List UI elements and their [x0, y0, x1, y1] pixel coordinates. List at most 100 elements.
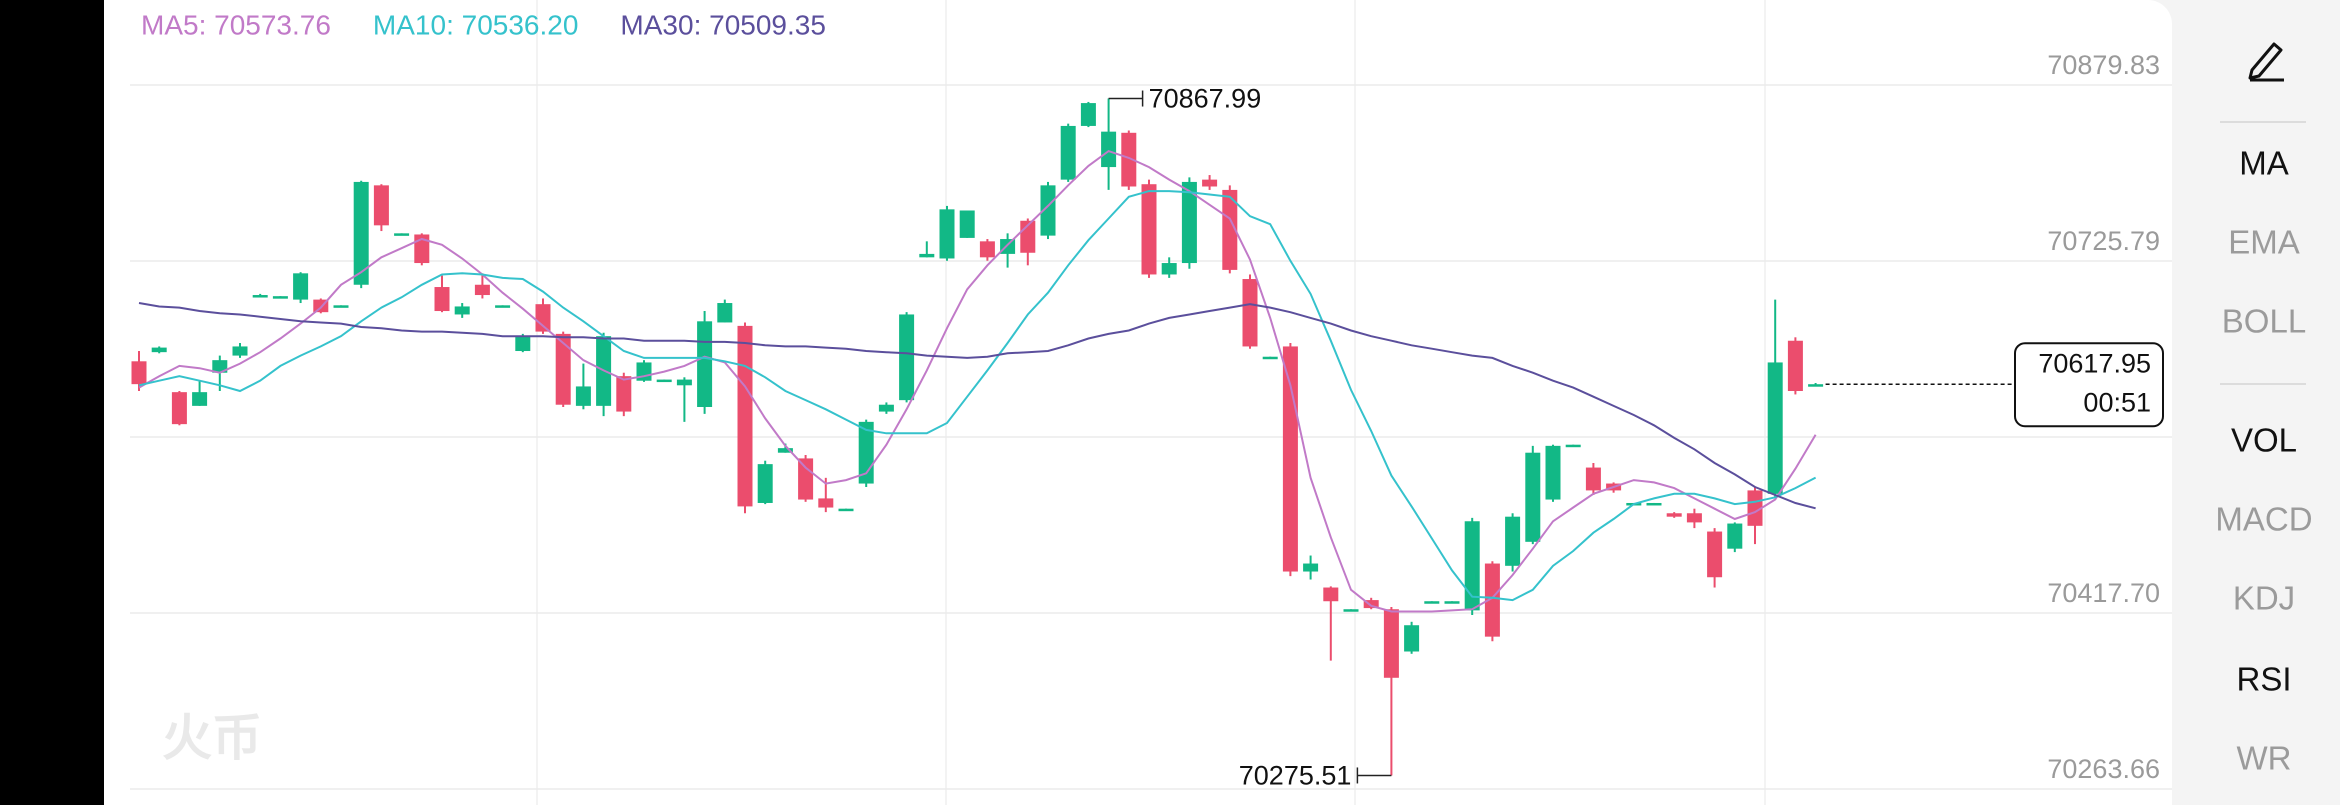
indicator-button[interactable]: MACD: [2215, 501, 2312, 538]
candle-body: [1262, 356, 1278, 360]
candle-body: [757, 464, 773, 503]
candle-body: [192, 392, 208, 406]
indicator-button[interactable]: WR: [2237, 740, 2292, 777]
candle-body: [798, 458, 814, 500]
candle-body: [474, 284, 490, 296]
candle-body: [373, 185, 389, 226]
candle-body: [293, 273, 309, 300]
candle-body: [818, 498, 834, 508]
candle-body: [272, 296, 288, 299]
candle-body: [1363, 600, 1379, 609]
candle-body: [575, 386, 591, 406]
candle-body: [1080, 103, 1096, 126]
candle-body: [919, 253, 935, 258]
candle-body: [252, 295, 268, 298]
candle-body: [1121, 132, 1137, 187]
current-price-box: [2014, 342, 2164, 428]
candle-body: [959, 210, 975, 238]
candle-body: [697, 321, 713, 408]
candle-body: [1161, 263, 1177, 275]
candle-body: [899, 314, 915, 401]
indicator-button[interactable]: MA: [2239, 145, 2289, 182]
draw-tool-icon[interactable]: [2248, 42, 2284, 82]
candle-body: [454, 306, 470, 315]
candle-body: [394, 233, 410, 236]
legend-entry: MA30: 70509.35: [620, 9, 826, 40]
candle-body: [979, 241, 995, 258]
candle-body: [737, 325, 753, 507]
max-label: 70867.99: [1149, 84, 1262, 114]
y-tick-label: 70263.66: [2047, 754, 2160, 784]
sidebar-dividers: [2220, 121, 2306, 385]
watermark: 火币: [162, 710, 262, 766]
candle-body: [838, 508, 854, 512]
candle-body: [1464, 521, 1480, 611]
candle-body: [676, 379, 692, 386]
candle-body: [333, 305, 349, 308]
candle-body: [1383, 609, 1399, 678]
indicator-button[interactable]: RSI: [2236, 661, 2291, 698]
candle-body: [1747, 490, 1763, 526]
current-price-label: 70617.95: [2038, 348, 2151, 378]
candle-body: [131, 361, 147, 385]
candle-body: [232, 346, 248, 356]
candle-body: [1000, 239, 1016, 254]
y-tick-label: 70725.79: [2047, 226, 2160, 256]
candle-body: [212, 360, 228, 373]
candle-body: [1767, 362, 1783, 494]
candle-body: [1666, 513, 1682, 517]
y-tick-label: 70879.83: [2047, 50, 2160, 80]
candle-body: [1808, 384, 1824, 387]
candle-body: [1060, 125, 1076, 180]
candle-body: [1525, 452, 1541, 542]
candle-body: [1222, 189, 1238, 270]
candle-body: [1343, 609, 1359, 612]
ma-line: [138, 149, 1817, 613]
candle-body: [1242, 279, 1258, 347]
candle-body: [1141, 184, 1157, 275]
legend-entry: MA10: 70536.20: [373, 9, 579, 40]
candle-body: [1484, 563, 1500, 637]
candle-body: [1404, 625, 1420, 652]
left-edge: [0, 0, 104, 805]
candle-body: [1323, 587, 1339, 602]
candle-body: [1040, 185, 1056, 236]
candle-body: [1646, 502, 1662, 506]
candle-body: [1202, 179, 1218, 187]
candle-body: [1101, 131, 1117, 168]
candle-body: [555, 333, 571, 405]
candle-body: [1585, 467, 1601, 491]
indicator-button[interactable]: VOL: [2231, 422, 2297, 459]
candle-body: [777, 448, 793, 453]
candle-body: [515, 336, 531, 352]
candle-body: [535, 304, 551, 332]
legend-entry: MA5: 70573.76: [141, 9, 331, 40]
candle-body: [1424, 601, 1440, 604]
candle-body: [1686, 513, 1702, 523]
candle-body: [1545, 445, 1561, 500]
indicator-button[interactable]: BOLL: [2222, 303, 2306, 340]
candle-body: [616, 376, 632, 412]
candle-body: [353, 181, 369, 285]
candle-body: [939, 209, 955, 259]
indicator-button[interactable]: EMA: [2228, 224, 2300, 261]
pencil[interactable]: [2248, 42, 2283, 80]
candle-body: [495, 305, 511, 308]
candle-body: [1505, 516, 1521, 566]
candle-body: [171, 392, 187, 425]
countdown-label: 00:51: [2083, 387, 2151, 417]
indicator-button[interactable]: KDJ: [2233, 580, 2295, 617]
ma-line: [138, 190, 1817, 602]
y-tick-label: 70417.70: [2047, 578, 2160, 608]
candle-body: [1707, 531, 1723, 578]
candle-body: [1787, 340, 1803, 392]
min-label: 70275.51: [1239, 761, 1352, 791]
candle-body: [1565, 444, 1581, 448]
candle-body: [1727, 523, 1743, 549]
candle-body: [717, 303, 733, 323]
vertical-grid: [536, 0, 1766, 805]
candle-body: [1181, 181, 1197, 264]
candle-body: [434, 287, 450, 312]
